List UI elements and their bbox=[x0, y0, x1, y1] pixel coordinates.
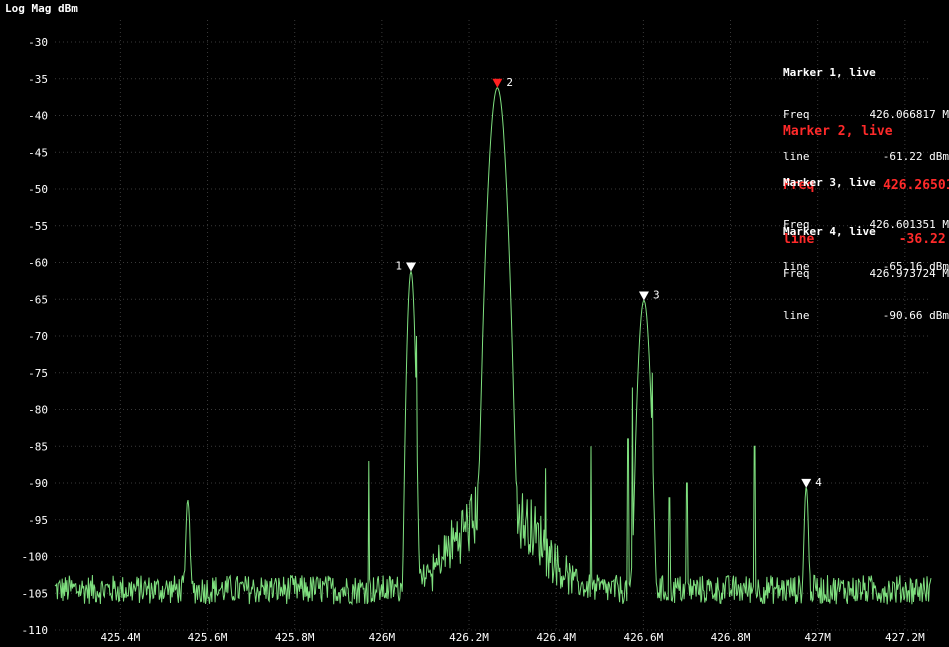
y-tick-label: -45 bbox=[28, 146, 48, 159]
chart-title: Log Mag dBm bbox=[5, 2, 78, 15]
marker-3-readout: Marker 3, live Freq 426.601351 M line -65.… bbox=[783, 148, 949, 288]
x-tick-label: 425.8M bbox=[275, 631, 315, 644]
marker-4-freq-label: Freq bbox=[783, 267, 810, 280]
marker-1-line-label: line bbox=[783, 150, 810, 163]
marker-1-freq: 426.066817 M bbox=[869, 108, 949, 121]
y-tick-label: -105 bbox=[22, 587, 49, 600]
x-tick-label: 426.4M bbox=[536, 631, 576, 644]
marker-1-readout: Marker 1, live Freq 426.066817 M line -61.… bbox=[783, 38, 949, 178]
marker-1-header: Marker 1, live bbox=[783, 66, 876, 79]
marker-1-triangle bbox=[405, 262, 416, 272]
y-tick-label: -110 bbox=[22, 624, 49, 637]
x-tick-label: 425.4M bbox=[100, 631, 140, 644]
marker-2-triangle bbox=[492, 78, 503, 88]
marker-3-freq: 426.601351 M bbox=[869, 218, 949, 231]
y-tick-label: -35 bbox=[28, 73, 48, 86]
marker-4-line-label: line bbox=[783, 309, 810, 322]
marker-1-freq-label: Freq bbox=[783, 108, 810, 121]
x-tick-label: 426M bbox=[369, 631, 396, 644]
y-tick-label: -50 bbox=[28, 183, 48, 196]
x-tick-label: 426.6M bbox=[623, 631, 663, 644]
marker-4-header: Marker 4, live bbox=[783, 225, 876, 238]
y-tick-label: -60 bbox=[28, 257, 48, 270]
marker-2-freq-label: Freq bbox=[783, 178, 815, 193]
marker-3-header: Marker 3, live bbox=[783, 176, 876, 189]
trace-line bbox=[54, 87, 932, 606]
marker-2-line: -36.22 dBm bbox=[898, 232, 946, 247]
marker-4-readout: Marker 4, live Freq 426.973724 M line -90.… bbox=[783, 197, 949, 337]
x-tick-label: 425.6M bbox=[188, 631, 228, 644]
marker-3-line-label: line bbox=[783, 260, 810, 273]
y-tick-label: -80 bbox=[28, 404, 48, 417]
marker-4-label: 4 bbox=[815, 476, 822, 489]
y-tick-label: -95 bbox=[28, 514, 48, 527]
y-tick-label: -40 bbox=[28, 110, 48, 123]
marker-2-freq: 426.265015 M bbox=[883, 178, 949, 193]
marker-1-label: 1 bbox=[395, 259, 402, 272]
marker-3-freq-label: Freq bbox=[783, 218, 810, 231]
marker-4-triangle bbox=[801, 478, 812, 488]
marker-3-label: 3 bbox=[653, 288, 660, 301]
marker-3-triangle bbox=[638, 291, 649, 301]
y-tick-label: -65 bbox=[28, 293, 48, 306]
y-tick-label: -30 bbox=[28, 36, 48, 49]
y-tick-label: -55 bbox=[28, 220, 48, 233]
y-tick-label: -70 bbox=[28, 330, 48, 343]
marker-2-line-label: line bbox=[783, 232, 815, 247]
marker-2-readout: Marker 2, live Freq 426.265015 M line -36.… bbox=[783, 87, 949, 267]
marker-4-line: -90.66 dBm bbox=[882, 309, 949, 322]
x-tick-label: 427M bbox=[804, 631, 831, 644]
marker-2-header: Marker 2, live bbox=[783, 124, 893, 139]
y-tick-label: -90 bbox=[28, 477, 48, 490]
y-tick-label: -100 bbox=[22, 551, 49, 564]
x-tick-label: 426.8M bbox=[711, 631, 751, 644]
marker-2-label: 2 bbox=[506, 76, 513, 89]
x-tick-label: 426.2M bbox=[449, 631, 489, 644]
marker-1-line: -61.22 dBm bbox=[882, 150, 949, 163]
y-tick-label: -85 bbox=[28, 440, 48, 453]
marker-3-line: -65.16 dBm bbox=[882, 260, 949, 273]
x-tick-label: 427.2M bbox=[885, 631, 925, 644]
y-tick-label: -75 bbox=[28, 367, 48, 380]
marker-4-freq: 426.973724 M bbox=[869, 267, 949, 280]
